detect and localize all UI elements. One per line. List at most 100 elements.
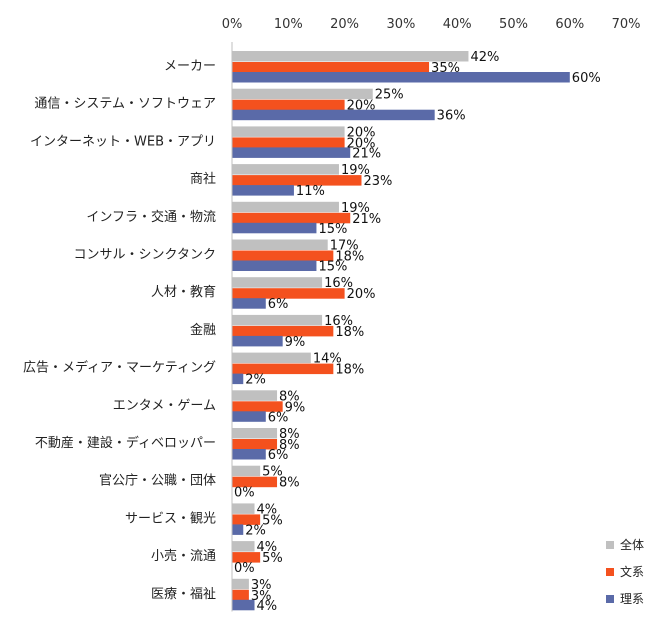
legend-label: 理系 <box>620 592 644 606</box>
bar <box>232 476 278 488</box>
data-label: 0% <box>234 561 255 576</box>
bar <box>232 541 255 552</box>
bar <box>232 260 317 271</box>
bar <box>232 449 266 460</box>
bar <box>232 164 339 175</box>
data-label: 8% <box>279 438 300 453</box>
data-label: 9% <box>285 335 306 350</box>
category-label: 広告・メディア・マーケティング <box>23 360 216 376</box>
data-label: 21% <box>352 212 381 227</box>
bar <box>232 62 430 73</box>
bar <box>232 503 255 514</box>
data-label: 15% <box>318 222 347 237</box>
data-label: 14% <box>313 352 342 367</box>
bar <box>232 465 261 477</box>
data-label: 3% <box>251 589 272 604</box>
legend-label: 文系 <box>620 564 644 579</box>
x-tick-label: 0% <box>222 17 243 32</box>
bar <box>232 212 351 224</box>
data-label: 5% <box>262 513 283 528</box>
data-label: 16% <box>324 276 353 291</box>
data-label: 21% <box>352 146 381 161</box>
category-label: 人材・教育 <box>151 284 216 300</box>
legend-label: 全体 <box>620 537 644 552</box>
data-label: 5% <box>262 551 283 566</box>
data-label: 6% <box>268 448 289 463</box>
x-tick-label: 10% <box>274 17 303 32</box>
bar <box>232 390 278 401</box>
data-label: 35% <box>431 61 460 76</box>
bar <box>232 335 283 347</box>
category-label: 官公庁・公職・団体 <box>99 473 216 489</box>
bar <box>232 401 283 412</box>
bar <box>232 201 339 213</box>
legend-swatch <box>606 595 614 603</box>
category-label: インターネット・WEB・アプリ <box>30 134 216 149</box>
data-label: 0% <box>234 486 255 501</box>
bar <box>232 524 244 535</box>
data-label: 4% <box>257 502 278 517</box>
category-label: 商社 <box>190 171 216 187</box>
data-label: 4% <box>257 599 278 614</box>
bar <box>232 88 373 100</box>
data-label: 8% <box>279 389 300 404</box>
bar <box>232 363 334 375</box>
data-label: 2% <box>245 523 266 538</box>
x-tick-label: 30% <box>386 17 415 32</box>
data-label: 18% <box>335 363 364 378</box>
x-tick-label: 60% <box>555 17 584 32</box>
legend-swatch <box>606 541 614 549</box>
category-label: 不動産・建設・ディベロッパー <box>35 435 216 451</box>
data-label: 9% <box>285 400 306 415</box>
data-label: 8% <box>279 427 300 442</box>
data-label: 5% <box>262 465 283 480</box>
category-label: エンタメ・ゲーム <box>113 398 216 413</box>
data-label: 18% <box>335 250 364 265</box>
bar <box>232 239 328 250</box>
data-label: 15% <box>318 260 347 275</box>
data-label: 42% <box>470 50 499 65</box>
bar <box>232 411 266 422</box>
data-label: 8% <box>279 476 300 491</box>
category-label: インフラ・交通・物流 <box>86 209 216 225</box>
bar <box>232 314 323 326</box>
category-label: 医療・福祉 <box>151 587 216 602</box>
bar <box>232 373 244 385</box>
bar <box>232 552 261 563</box>
bar <box>232 428 278 439</box>
data-label: 19% <box>341 201 370 216</box>
bar <box>232 99 345 111</box>
category-label: 金融 <box>190 322 216 338</box>
data-labels: 42%35%60%25%20%36%20%20%21%19%23%11%19%2… <box>234 50 601 614</box>
category-label: 小売・流通 <box>151 548 216 564</box>
bars <box>232 51 570 611</box>
data-label: 18% <box>335 325 364 340</box>
bar <box>232 147 351 158</box>
category-labels: メーカー通信・システム・ソフトウェアインターネット・WEB・アプリ商社インフラ・… <box>23 59 216 602</box>
bar <box>232 175 362 186</box>
x-tick-label: 70% <box>612 17 641 32</box>
data-label: 20% <box>347 287 376 302</box>
data-label: 4% <box>257 540 278 555</box>
bar <box>232 288 345 299</box>
bar <box>232 514 261 525</box>
bar <box>232 222 317 234</box>
data-label: 25% <box>375 88 404 103</box>
bar <box>232 185 294 196</box>
bar <box>232 439 278 450</box>
x-tick-label: 40% <box>443 17 472 32</box>
data-label: 3% <box>251 578 272 593</box>
bar <box>232 137 345 148</box>
data-label: 20% <box>347 99 376 114</box>
category-label: メーカー <box>164 59 216 74</box>
data-label: 16% <box>324 314 353 329</box>
bar <box>232 599 255 611</box>
data-label: 2% <box>245 373 266 388</box>
bar <box>232 51 469 62</box>
data-label: 60% <box>572 71 601 86</box>
bar <box>232 72 570 83</box>
bar <box>232 589 249 601</box>
data-label: 6% <box>268 297 289 312</box>
